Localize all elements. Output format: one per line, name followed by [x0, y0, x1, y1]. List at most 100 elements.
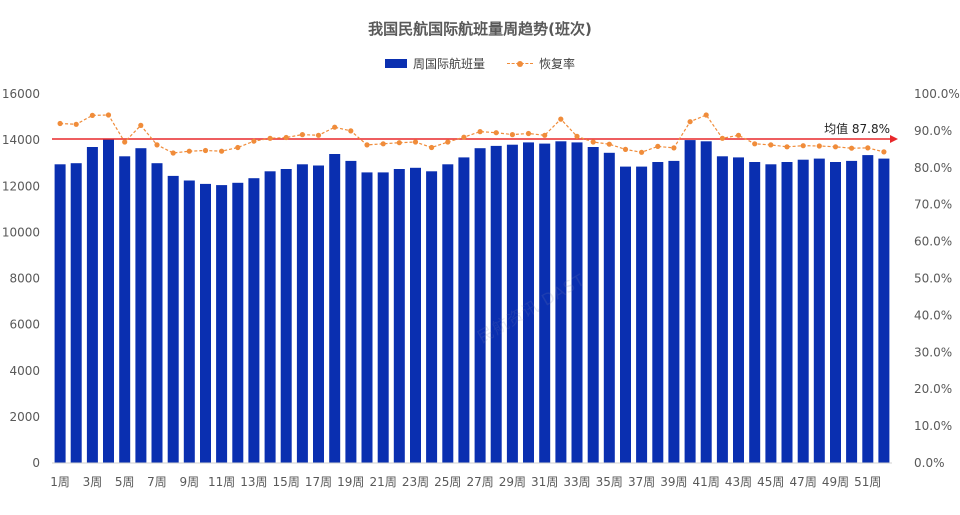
point-26周: [461, 134, 467, 140]
point-42周: [719, 135, 726, 141]
bar-10周: [200, 183, 211, 463]
x-tick-label: 17周: [305, 475, 332, 489]
x-tick-label: 21周: [370, 475, 397, 489]
bar-33周: [571, 142, 583, 463]
point-6周: [138, 122, 144, 128]
bar-34周: [587, 147, 599, 463]
bar-42周: [716, 156, 728, 464]
bar-32周: [555, 141, 567, 464]
point-33周: [574, 133, 580, 139]
point-39周: [671, 145, 677, 151]
bar-35周: [603, 152, 615, 464]
bar-18周: [329, 154, 341, 463]
point-44周: [752, 141, 758, 147]
point-47周: [800, 143, 806, 149]
x-tick-label: 15周: [273, 475, 300, 489]
point-51周: [865, 145, 871, 151]
point-10周: [202, 147, 209, 154]
x-tick-label: 41周: [693, 475, 720, 489]
bar-5周: [119, 156, 131, 464]
point-24周: [429, 144, 435, 151]
bar-26周: [458, 157, 470, 463]
y-left-tick-label: 6000: [9, 318, 40, 332]
legend-line-swatch: [507, 59, 533, 69]
x-tick-label: 25周: [434, 475, 461, 489]
y-right-tick-label: 10.0%: [914, 419, 952, 433]
x-tick-label: 11周: [208, 475, 235, 489]
point-43周: [735, 132, 742, 138]
axes: 1周 3周 5周 7周 9周 11周 13周 15周 17周 19周 21周 23周 25周 27周 29周…: [2, 87, 960, 489]
y-left-tick-label: 14000: [2, 133, 40, 147]
point-50周: [849, 145, 855, 151]
bar-41周: [700, 141, 712, 464]
bar-38周: [652, 162, 664, 463]
x-tick-label: 19周: [337, 475, 364, 489]
point-3周: [89, 112, 95, 118]
bar-47周: [797, 159, 809, 463]
bar-27周: [474, 148, 486, 463]
legend: 周国际航班量 恢复率: [0, 55, 960, 72]
x-tick-label: 29周: [499, 475, 526, 489]
bar-3周: [86, 147, 98, 463]
bar-23周: [410, 167, 421, 464]
point-12周: [235, 144, 241, 151]
y-right-tick-label: 60.0%: [914, 235, 952, 249]
x-tick-label: 49周: [822, 475, 849, 489]
bar-49周: [830, 162, 841, 463]
point-22周: [396, 140, 402, 146]
point-34周: [590, 139, 596, 145]
bar-4周: [103, 139, 114, 463]
bar-25周: [442, 164, 454, 464]
bar-14周: [264, 171, 276, 464]
y-right-tick-label: 30.0%: [914, 345, 952, 359]
point-38周: [655, 143, 661, 149]
point-46周: [784, 144, 790, 150]
bar-8周: [167, 175, 179, 463]
bar-9周: [183, 180, 195, 463]
point-49周: [832, 144, 839, 150]
bar-37周: [636, 166, 648, 463]
bar-28周: [490, 145, 502, 463]
bar-40周: [684, 140, 696, 463]
point-32周: [558, 116, 564, 122]
y-left-tick-label: 4000: [9, 364, 40, 378]
x-tick-label: 27周: [466, 475, 493, 489]
point-30周: [525, 130, 532, 137]
point-40周: [687, 119, 693, 125]
point-13周: [251, 138, 257, 144]
point-15周: [283, 134, 289, 141]
point-5周: [122, 139, 128, 145]
bar-6周: [135, 148, 147, 463]
point-36周: [622, 146, 629, 152]
chart-title: 我国民航国际航班量周趋势(班次): [368, 20, 592, 38]
bar-51周: [862, 155, 874, 463]
y-right-tick-label: 50.0%: [914, 272, 952, 286]
y-right-tick-label: 70.0%: [914, 198, 952, 212]
point-41周: [703, 112, 709, 118]
point-19周: [348, 128, 354, 134]
bar-22周: [393, 169, 405, 463]
x-tick-label: 35周: [596, 475, 623, 489]
y-left-tick-label: 2000: [9, 410, 40, 424]
point-21周: [380, 141, 386, 147]
point-16周: [299, 132, 305, 138]
bar-19周: [345, 160, 357, 463]
point-1周: [57, 120, 63, 127]
y-right-tick-label: 20.0%: [914, 382, 952, 396]
point-48周: [816, 143, 822, 149]
legend-label-bar: 周国际航班量: [412, 57, 485, 71]
x-tick-label: 37周: [628, 475, 655, 489]
x-tick-label: 9周: [179, 475, 199, 489]
bar-48周: [813, 158, 825, 463]
bar-20周: [361, 172, 373, 463]
bar-21周: [377, 172, 389, 463]
legend-label-line: 恢复率: [539, 57, 576, 71]
x-tick-label: 43周: [725, 475, 752, 489]
x-tick-label: 3周: [83, 475, 103, 489]
bar-39周: [668, 160, 680, 463]
bar-16周: [296, 164, 308, 464]
bar-43周: [733, 157, 744, 463]
y-right-tick-label: 100.0%: [914, 87, 960, 101]
point-4周: [105, 112, 112, 118]
